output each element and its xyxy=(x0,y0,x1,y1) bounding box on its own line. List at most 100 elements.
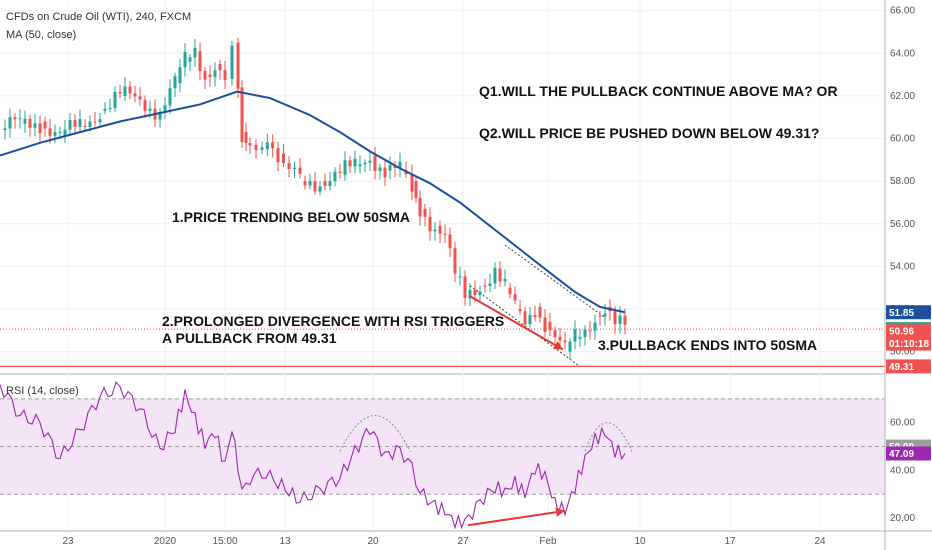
price-tick-label: 54.00 xyxy=(890,261,915,272)
price-divergence-arrow-head xyxy=(553,341,563,350)
candle-body xyxy=(473,289,477,295)
channel-line xyxy=(504,244,606,318)
candle-body xyxy=(173,76,177,89)
candle-body xyxy=(538,306,542,318)
candle-body xyxy=(513,294,517,301)
candle-body xyxy=(230,45,234,79)
rsi-tick-label: 20.00 xyxy=(890,513,915,524)
time-tick-label: 24 xyxy=(814,536,826,547)
arrows xyxy=(467,295,566,527)
annotation-3: 3.PULLBACK ENDS INTO 50SMA xyxy=(598,337,817,353)
candle-body xyxy=(236,42,240,89)
time-tick-label: 23 xyxy=(62,536,74,547)
candle-body xyxy=(108,107,112,109)
candle-body xyxy=(373,155,377,172)
candle-body xyxy=(398,161,402,169)
candle-body xyxy=(553,330,557,338)
candle-body xyxy=(143,100,147,112)
price-divergence-arrow xyxy=(469,295,564,351)
candle-body xyxy=(378,167,382,172)
candle-body xyxy=(303,181,307,186)
rsi-tick-label: 60.00 xyxy=(890,418,915,429)
candle-body xyxy=(453,248,457,274)
ma-line xyxy=(0,90,626,314)
ma-legend: MA (50, close) xyxy=(6,29,76,41)
candle-body xyxy=(418,197,422,217)
candle-body xyxy=(433,229,437,232)
candle-body xyxy=(328,181,332,186)
candle-body xyxy=(410,173,414,192)
time-tick-label: 20 xyxy=(367,536,379,547)
candle-body xyxy=(478,291,482,295)
candle-body xyxy=(138,96,142,100)
candle-body xyxy=(8,117,12,129)
candle-body xyxy=(338,171,342,173)
candle-body xyxy=(133,93,137,97)
price-tick-label: 66.00 xyxy=(890,6,915,17)
candle-body xyxy=(298,167,302,174)
candle-body xyxy=(568,341,572,352)
candle-body xyxy=(598,315,602,317)
candle-body xyxy=(98,119,102,123)
candle-body xyxy=(508,287,512,295)
candle-body xyxy=(343,160,347,175)
time-tick-label: 27 xyxy=(457,536,469,547)
price-tick-label: 58.00 xyxy=(890,176,915,187)
price-badge-2 xyxy=(886,324,931,339)
candle-body xyxy=(463,276,467,298)
candle-body xyxy=(518,309,522,312)
time-tick-label: 15:00 xyxy=(212,536,237,547)
candle-body xyxy=(168,88,172,106)
candle-body xyxy=(468,289,472,299)
candle-body xyxy=(13,117,17,120)
candle-body xyxy=(313,181,317,192)
candle-body xyxy=(88,121,92,127)
candle-body xyxy=(23,118,27,124)
rsi-badge-1-label: 47.09 xyxy=(889,449,914,460)
candle-body xyxy=(128,86,132,94)
rsi-divergence-arrow xyxy=(467,509,566,527)
annotation-2b: A PULLBACK FROM 49.31 xyxy=(162,330,337,346)
annotation-2: 2.PROLONGED DIVERGENCE WITH RSI TRIGGERS xyxy=(162,313,504,329)
annotation-q1: Q1.WILL THE PULLBACK CONTINUE ABOVE MA? … xyxy=(479,83,838,99)
price-badge-0-label: 51.85 xyxy=(889,308,914,319)
candle-body xyxy=(193,47,197,58)
price-badge-4-label: 49.31 xyxy=(889,362,914,373)
candle-body xyxy=(523,311,527,325)
candle-body xyxy=(63,129,67,137)
rsi-peak-arc xyxy=(584,422,633,452)
candle-body xyxy=(103,108,107,111)
candle-body xyxy=(254,144,258,151)
candle-body xyxy=(318,186,322,192)
candle-body xyxy=(73,120,77,127)
candle-body xyxy=(348,160,352,167)
candle-body xyxy=(603,313,607,317)
price-tick-label: 64.00 xyxy=(890,48,915,59)
candle-body xyxy=(203,71,207,80)
candle-body xyxy=(68,120,72,130)
rsi-peak-arc xyxy=(339,415,411,452)
time-tick-label: 13 xyxy=(279,536,291,547)
ma-line-group xyxy=(0,90,626,314)
candle-body xyxy=(260,147,264,151)
candle-body xyxy=(503,279,507,282)
candle-body xyxy=(623,315,627,325)
candle-body xyxy=(323,181,327,186)
candle-body xyxy=(443,233,447,235)
candle-body xyxy=(578,337,582,339)
candle-body xyxy=(583,329,587,338)
candle-body xyxy=(208,74,212,78)
candle-body xyxy=(414,181,418,198)
time-tick-label: 17 xyxy=(724,536,736,547)
candle-body xyxy=(223,70,227,80)
candle-body xyxy=(533,315,537,318)
candle-body xyxy=(282,153,285,164)
candle-body xyxy=(113,92,117,108)
candle-body xyxy=(353,158,357,167)
rsi-badge-1 xyxy=(886,446,931,461)
candle-body xyxy=(448,234,452,249)
candle-body xyxy=(618,315,622,324)
candle-body xyxy=(53,132,57,136)
candle-body xyxy=(558,336,562,341)
